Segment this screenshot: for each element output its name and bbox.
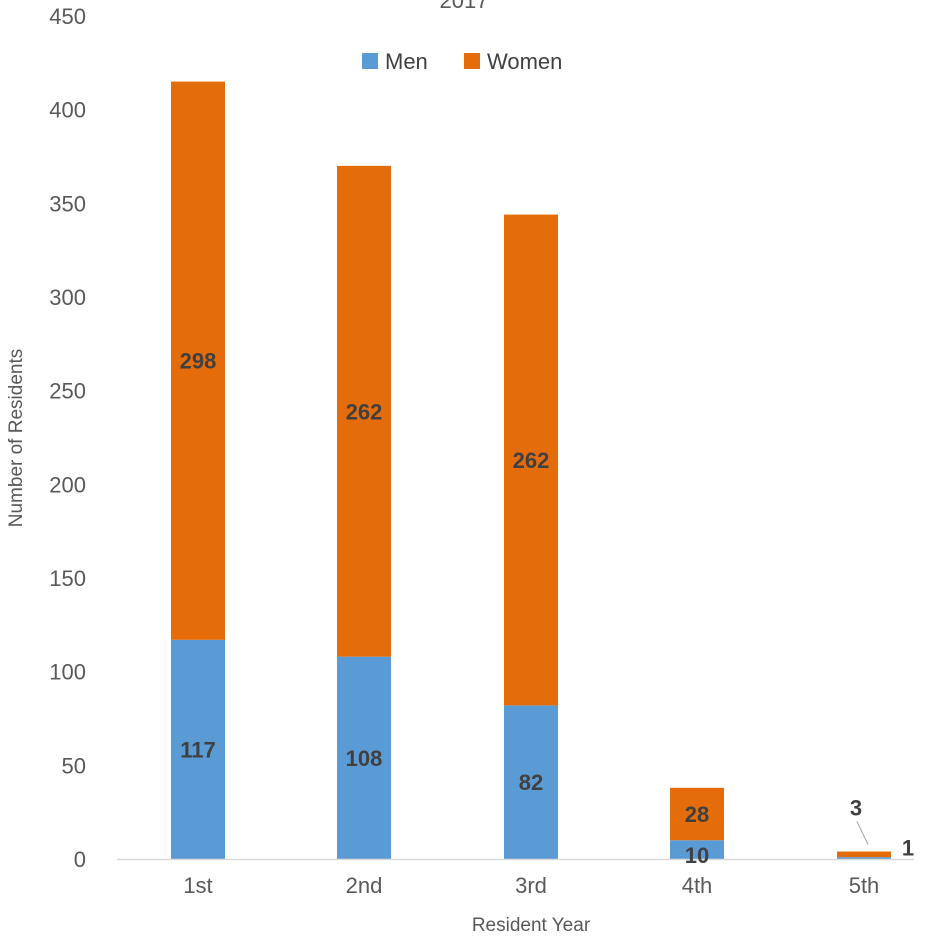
x-tick-label: 5th [849,873,880,898]
data-label-men: 10 [685,843,709,868]
bars [171,81,891,859]
x-tick-label: 4th [682,873,713,898]
data-labels: 117 298 108 262 82 262 10 28 1 3 [180,349,914,868]
legend-label-men: Men [385,49,428,74]
bar-women-5th [837,851,891,858]
y-tick-label: 250 [49,379,86,404]
x-axis-ticks: 1st 2nd 3rd 4th 5th [183,873,879,898]
x-axis-title: Resident Year [472,915,591,936]
y-tick-label: 0 [74,847,86,872]
x-tick-label: 3rd [515,873,547,898]
data-label-men: 1 [902,836,914,861]
y-tick-label: 400 [49,98,86,123]
data-label-women: 28 [685,802,709,827]
bar-men-2nd [337,656,391,859]
bar-women-3rd [504,214,558,706]
x-tick-label: 2nd [346,873,383,898]
y-tick-label: 200 [49,472,86,497]
y-axis-ticks: 0 50 100 150 200 250 300 350 400 450 [49,4,86,872]
data-label-women: 3 [850,796,862,821]
y-tick-label: 150 [49,566,86,591]
bar-men-4th [670,840,724,859]
legend-swatch-men [362,53,378,69]
y-axis-title: Number of Residents [6,349,27,527]
chart-title: 2017 [440,0,489,13]
legend: Men Women [362,49,562,74]
x-tick-label: 1st [183,873,212,898]
data-label-women: 298 [180,349,217,374]
data-label-women: 262 [346,399,383,424]
data-label-leader-line [856,821,869,845]
y-tick-label: 450 [49,4,86,29]
bar-men-3rd [504,705,558,859]
y-tick-label: 300 [49,285,86,310]
legend-swatch-women [464,53,480,69]
data-label-men: 108 [346,746,383,771]
bar-men-1st [171,639,225,859]
bar-women-2nd [337,165,391,657]
data-label-men: 117 [180,737,216,762]
legend-label-women: Women [487,49,562,74]
bar-women-4th [670,787,724,841]
bar-women-1st [171,81,225,640]
y-tick-label: 100 [49,660,86,685]
y-tick-label: 350 [49,191,86,216]
y-tick-label: 50 [62,753,86,778]
data-label-men: 82 [519,770,543,795]
bar-men-5th [837,857,891,859]
data-label-women: 262 [513,448,550,473]
